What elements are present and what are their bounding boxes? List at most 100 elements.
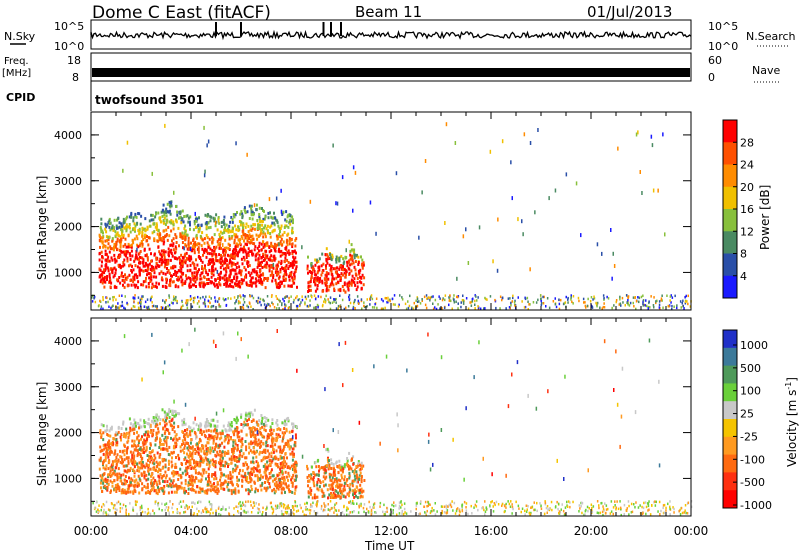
velocity-echo <box>277 487 280 491</box>
velocity-echo <box>282 481 285 485</box>
power-echo <box>356 277 359 280</box>
velocity-echo <box>189 450 192 454</box>
power-echo <box>165 299 167 302</box>
power-echo <box>168 204 171 208</box>
power-echo <box>198 283 201 287</box>
power-echo <box>243 245 245 249</box>
velocity-echo <box>234 442 237 446</box>
velocity-echo <box>159 453 162 456</box>
power-echo <box>244 233 247 237</box>
power-echo <box>363 304 365 308</box>
velocity-echo <box>197 490 200 494</box>
velocity-echo <box>125 433 127 437</box>
power-echo <box>194 241 197 245</box>
power-echo <box>99 245 101 249</box>
power-echo <box>227 230 230 234</box>
velocity-echo <box>120 473 123 477</box>
velocity-echo <box>269 475 272 479</box>
power-echo <box>321 279 324 283</box>
power-echo <box>333 277 336 281</box>
power-echo <box>193 249 196 253</box>
power-echo <box>146 269 149 273</box>
power-echo <box>203 251 206 255</box>
velocity-echo <box>279 435 282 438</box>
velocity-echo <box>307 495 310 499</box>
velocity-echo <box>161 489 164 493</box>
velocity-echo <box>357 462 360 466</box>
velocity-echo <box>277 465 280 469</box>
velocity-echo <box>173 430 176 434</box>
velocity-echo <box>136 449 139 453</box>
velocity-echo <box>203 434 206 437</box>
velocity-echo <box>130 477 133 481</box>
velocity-echo <box>251 450 254 454</box>
power-echo <box>484 307 486 310</box>
velocity-echo <box>249 449 252 453</box>
power-echo <box>489 295 492 298</box>
power-echo <box>359 268 362 272</box>
power-echo <box>181 259 183 263</box>
power-echo <box>164 285 167 288</box>
velocity-echo <box>157 427 160 431</box>
power-echo <box>186 269 189 273</box>
velocity-echo <box>106 486 109 490</box>
velocity-echo <box>227 441 229 445</box>
velocity-echo <box>261 425 264 429</box>
power-echo <box>560 298 562 302</box>
velocity-echo <box>232 490 235 494</box>
power-echo <box>225 223 228 227</box>
power-echo <box>233 215 236 219</box>
velocity-echo <box>196 444 199 448</box>
power-echo <box>108 305 110 308</box>
power-echo <box>401 296 403 299</box>
power-echo <box>223 253 225 257</box>
power-echo <box>279 242 282 246</box>
power-echo <box>278 226 281 230</box>
power-ytick-label: 4000 <box>54 129 82 142</box>
power-echo <box>650 134 653 139</box>
power-echo <box>193 296 195 300</box>
power-echo <box>124 253 127 257</box>
power-echo <box>361 258 364 262</box>
velocity-echo <box>264 420 267 424</box>
power-echo <box>187 276 190 280</box>
power-echo <box>276 297 278 300</box>
velocity-echo <box>167 459 170 463</box>
power-echo <box>288 251 291 255</box>
power-echo <box>250 249 253 253</box>
power-echo <box>292 218 294 222</box>
power-echo <box>343 307 346 311</box>
power-echo <box>156 306 158 310</box>
power-echo <box>324 301 327 304</box>
power-echo <box>226 282 229 286</box>
velocity-echo <box>292 455 295 458</box>
power-echo <box>230 284 233 288</box>
velocity-echo <box>206 441 209 445</box>
power-echo <box>161 276 163 280</box>
power-echo <box>168 210 170 214</box>
power-echo <box>161 308 163 311</box>
power-echo <box>284 247 287 250</box>
power-echo <box>247 254 250 258</box>
power-echo <box>681 302 683 305</box>
power-echo <box>317 269 320 273</box>
power-echo <box>304 295 307 299</box>
velocity-echo <box>129 426 132 430</box>
power-echo <box>250 240 253 244</box>
velocity-echo <box>199 457 202 461</box>
power-echo <box>181 300 183 304</box>
velocity-echo <box>208 460 211 464</box>
power-echo <box>325 274 328 278</box>
velocity-echo <box>360 480 363 484</box>
power-echo <box>331 279 333 283</box>
power-echo <box>210 252 213 256</box>
velocity-echo <box>219 467 221 471</box>
velocity-echo <box>276 486 278 490</box>
power-echo <box>226 259 228 263</box>
power-echo <box>218 297 221 300</box>
velocity-echo <box>143 484 146 488</box>
velocity-echo <box>212 424 215 428</box>
velocity-echo <box>187 448 190 452</box>
power-echo <box>145 276 147 280</box>
velocity-echo <box>213 485 216 489</box>
